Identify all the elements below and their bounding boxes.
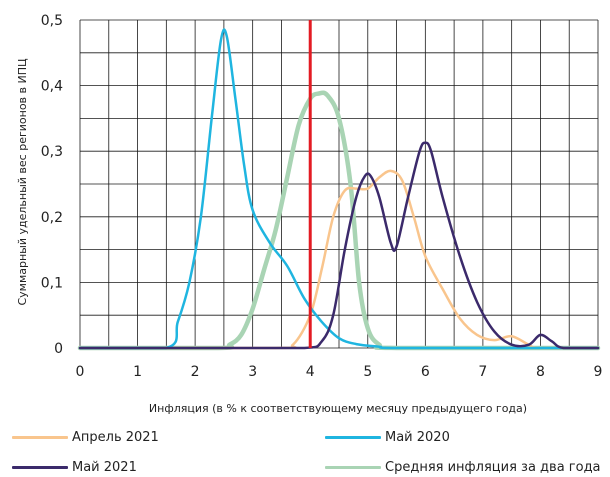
y-tick-label: 0,4: [41, 79, 63, 95]
x-tick-label: 5: [363, 364, 372, 380]
grid-lines: [79, 19, 599, 349]
y-tick-label: 0,5: [41, 13, 63, 29]
x-tick-label: 4: [306, 364, 315, 380]
y-tick-label: 0,2: [41, 210, 63, 226]
x-tick-label: 9: [594, 364, 603, 380]
x-tick-label: 1: [133, 364, 142, 380]
y-tick-label: 0,1: [41, 275, 63, 291]
y-tick-label: 0,3: [41, 144, 63, 160]
x-axis-title: Инфляция (в % к соответствующему месяцу …: [149, 402, 527, 415]
x-tick-label: 8: [536, 364, 545, 380]
y-tick-label: 0: [54, 341, 63, 357]
x-tick-label: 3: [248, 364, 257, 380]
series-may-2020-line: [78, 28, 600, 350]
series-two-year-average-line: [77, 90, 601, 351]
series-may-2021-line: [78, 141, 600, 350]
x-tick-label: 2: [191, 364, 200, 380]
x-tick-labels: 0 1 2 3 4 5 6 7 8 9: [76, 364, 603, 380]
x-tick-label: 7: [478, 364, 487, 380]
x-tick-label: 6: [421, 364, 430, 380]
y-axis-title: Суммарный удельный вес регионов в ИПЦ: [16, 58, 29, 306]
y-tick-labels: 0 0,1 0,2 0,3 0,4 0,5: [41, 13, 63, 357]
x-tick-label: 0: [76, 364, 85, 380]
